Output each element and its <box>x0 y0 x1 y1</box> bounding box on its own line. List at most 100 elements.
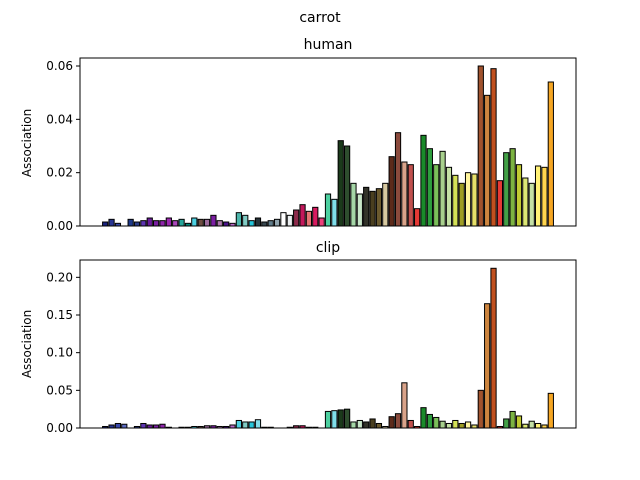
bar <box>286 214 293 227</box>
bar <box>293 209 300 227</box>
y-tick-label: 0.02 <box>46 166 73 180</box>
bar <box>433 164 440 227</box>
bar <box>547 81 554 227</box>
bar <box>414 208 421 227</box>
bar <box>458 422 465 429</box>
bar <box>331 410 338 429</box>
bar <box>267 220 274 227</box>
bar <box>394 413 402 429</box>
bar <box>388 156 395 227</box>
bar <box>102 221 109 227</box>
bar <box>273 218 281 227</box>
bar <box>458 182 465 227</box>
bar <box>318 217 325 227</box>
bar <box>248 220 255 227</box>
bar <box>433 416 440 429</box>
y-tick-label: 0.06 <box>46 59 73 73</box>
bar <box>133 221 141 227</box>
bar <box>375 188 383 227</box>
bar <box>477 389 484 429</box>
bar <box>343 408 351 429</box>
y-axis-label: Association <box>20 109 34 177</box>
bar <box>401 382 408 429</box>
bar <box>363 421 370 429</box>
bar <box>350 182 357 227</box>
bar <box>165 217 172 227</box>
bar <box>356 193 363 227</box>
bar <box>248 421 255 429</box>
bar <box>242 214 249 227</box>
bar <box>484 94 491 227</box>
y-tick-label: 0.10 <box>46 346 73 360</box>
chart-title: clip <box>316 240 340 256</box>
bar <box>426 413 433 429</box>
bar <box>503 418 510 429</box>
bar <box>146 217 153 227</box>
bar <box>515 415 523 429</box>
bar <box>509 148 516 227</box>
bar <box>235 419 242 429</box>
bar <box>210 214 217 227</box>
plot-frame <box>79 259 577 429</box>
bar <box>242 421 249 429</box>
bar <box>312 206 319 227</box>
chart-panel-human: human Association 0.00 0.02 0.04 0.06 <box>20 37 577 233</box>
bar <box>254 217 262 227</box>
bar <box>363 186 370 227</box>
bar <box>484 303 491 429</box>
bar <box>121 423 128 429</box>
y-tick-label: 0.00 <box>46 421 73 435</box>
y-tick-label: 0.20 <box>46 270 73 284</box>
plot-frame <box>79 57 577 227</box>
bar <box>439 150 446 227</box>
bar <box>528 182 535 227</box>
bar <box>203 218 211 227</box>
bar <box>471 173 478 227</box>
bar <box>388 416 395 429</box>
bar <box>197 218 204 227</box>
bar <box>439 420 446 429</box>
bar <box>515 164 523 227</box>
bar <box>426 148 433 227</box>
bar <box>452 174 459 227</box>
y-tick-label: 0.05 <box>46 383 73 397</box>
bar <box>394 132 402 227</box>
bar <box>528 420 535 429</box>
bar <box>401 161 408 227</box>
y-tick-label: 0.00 <box>46 219 73 233</box>
bar <box>172 220 179 227</box>
bar <box>369 418 376 429</box>
bar <box>534 165 542 227</box>
bar <box>280 212 287 227</box>
bar <box>547 392 554 429</box>
bar <box>407 419 414 429</box>
bar <box>235 212 242 227</box>
y-tick-label: 0.15 <box>46 308 73 322</box>
bar <box>477 65 484 227</box>
bar <box>464 421 472 429</box>
bar <box>522 423 529 429</box>
bar <box>159 423 166 429</box>
bar <box>324 410 332 429</box>
bar <box>305 210 313 227</box>
chart-panel-clip: clip Association 0.00 0.05 0.10 0.15 0.20 <box>20 240 577 435</box>
bar <box>337 409 344 429</box>
chart-title: human <box>304 37 353 53</box>
bar <box>191 217 198 227</box>
bar <box>420 134 427 227</box>
bar <box>127 218 134 227</box>
bar <box>375 422 383 429</box>
figure-suptitle: carrot <box>299 10 341 26</box>
bar <box>445 422 453 429</box>
bar <box>509 410 516 429</box>
bar <box>369 190 376 227</box>
bar <box>534 422 542 429</box>
bar <box>140 422 147 429</box>
bar <box>299 204 306 227</box>
bar <box>216 220 223 227</box>
bar <box>153 220 160 227</box>
bar <box>159 220 166 227</box>
bar <box>452 419 459 429</box>
y-ticks: 0.00 0.05 0.10 0.15 0.20 <box>46 270 80 435</box>
